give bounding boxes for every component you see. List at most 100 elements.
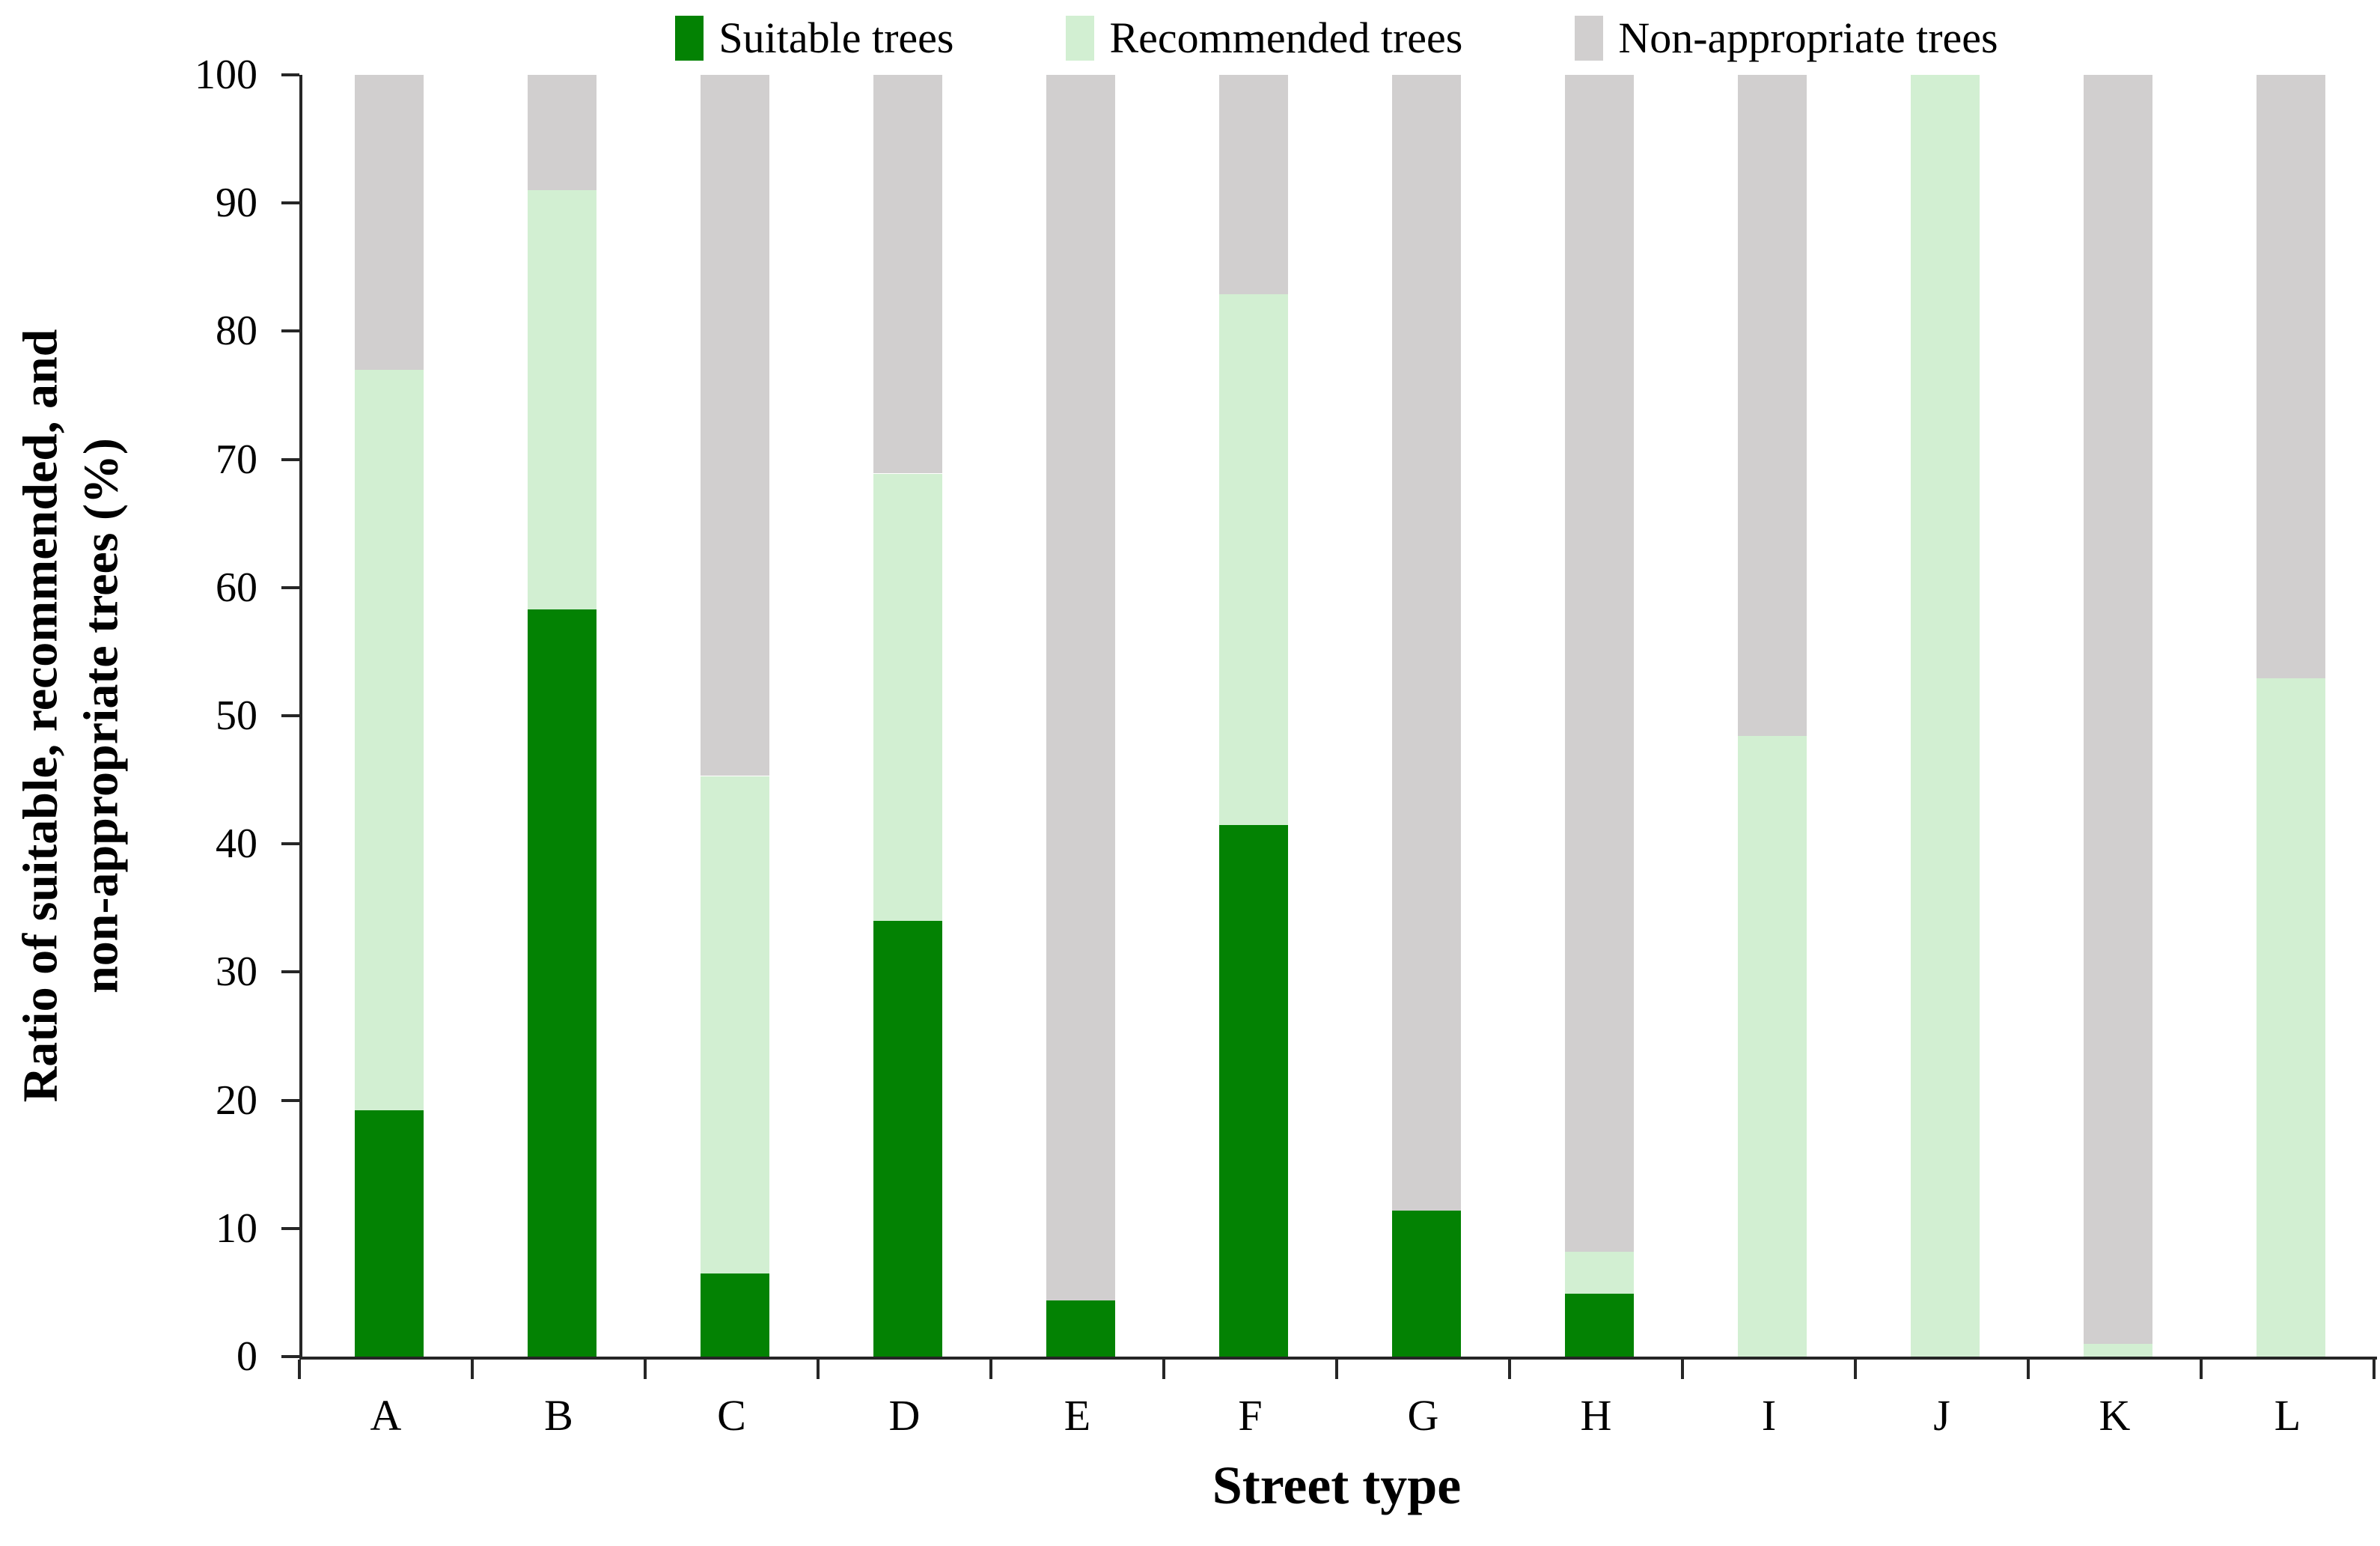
bar-B-segment-non-appropriate-trees: [528, 75, 596, 190]
legend-marker-icon: [1575, 16, 1604, 61]
bar-L-segment-recommended-trees: [2257, 678, 2325, 1357]
category-label-C: C: [717, 1391, 746, 1440]
y-tick-mark: [281, 329, 299, 333]
x-tick-mark: [1508, 1360, 1511, 1379]
bar-F-segment-suitable-trees: [1219, 825, 1288, 1357]
bar-I-segment-non-appropriate-trees: [1738, 75, 1807, 736]
bar-F-segment-non-appropriate-trees: [1219, 75, 1288, 294]
x-tick-mark: [2027, 1360, 2030, 1379]
y-tick-label: 10: [216, 1205, 257, 1252]
bar-G-segment-non-appropriate-trees: [1392, 75, 1461, 1211]
bar-L: [2257, 75, 2325, 1357]
x-tick-mark: [1681, 1360, 1684, 1379]
bar-C-segment-suitable-trees: [701, 1273, 769, 1357]
category-label-D: D: [888, 1391, 921, 1440]
y-tick-label: 100: [195, 52, 257, 98]
bar-G-segment-suitable-trees: [1392, 1211, 1461, 1357]
y-tick-mark: [281, 457, 299, 461]
y-tick-label: 30: [216, 949, 257, 996]
bar-I-segment-recommended-trees: [1738, 736, 1807, 1357]
bar-K-segment-recommended-trees: [2084, 1344, 2152, 1357]
bar-B-segment-suitable-trees: [528, 609, 596, 1357]
x-axis-title: Street type: [1212, 1455, 1462, 1515]
y-tick-label: 20: [216, 1077, 257, 1124]
bar-L-segment-non-appropriate-trees: [2257, 75, 2325, 678]
legend-marker-icon: [675, 16, 704, 61]
bar-K-segment-non-appropriate-trees: [2084, 75, 2152, 1344]
category-label-F: F: [1238, 1391, 1263, 1440]
bar-J: [1911, 75, 1980, 1357]
legend: Suitable trees Recommended trees Non-appro…: [299, 6, 2374, 70]
x-tick-mark: [1162, 1360, 1165, 1379]
x-tick-mark: [817, 1360, 820, 1379]
x-tick-mark: [2373, 1360, 2376, 1379]
legend-item-1: Suitable trees: [675, 16, 953, 61]
y-tick-mark: [281, 1226, 299, 1230]
bar-C-segment-recommended-trees: [701, 776, 769, 1273]
category-label-B: B: [544, 1391, 573, 1440]
bar-J-segment-recommended-trees: [1911, 75, 1980, 1357]
y-tick-mark: [281, 1355, 299, 1358]
category-label-H: H: [1580, 1391, 1612, 1440]
y-tick-mark: [281, 585, 299, 589]
category-label-A: A: [370, 1391, 402, 1440]
bar-B: [528, 75, 596, 1357]
x-tick-mark: [989, 1360, 992, 1379]
legend-label: Suitable trees: [718, 13, 954, 62]
bar-I: [1738, 75, 1807, 1357]
bar-A-segment-recommended-trees: [355, 369, 424, 1110]
bar-H-segment-recommended-trees: [1565, 1252, 1634, 1294]
plot-area: [299, 75, 2377, 1360]
legend-marker-icon: [1066, 16, 1095, 61]
category-label-E: E: [1064, 1391, 1091, 1440]
bar-D: [873, 75, 942, 1357]
x-tick-mark: [644, 1360, 647, 1379]
bar-B-segment-recommended-trees: [528, 190, 596, 609]
bar-C: [701, 75, 769, 1357]
category-label-K: K: [2099, 1391, 2131, 1440]
bar-G: [1392, 75, 1461, 1357]
category-label-G: G: [1407, 1391, 1439, 1440]
bar-H-segment-non-appropriate-trees: [1565, 75, 1634, 1252]
y-tick-mark: [281, 970, 299, 974]
legend-item-3: Non-appropriate trees: [1575, 16, 1998, 61]
category-label-L: L: [2274, 1391, 2301, 1440]
bar-D-segment-recommended-trees: [873, 474, 942, 921]
y-tick-label: 0: [237, 1333, 257, 1380]
category-label-I: I: [1761, 1391, 1777, 1440]
legend-label: Non-appropriate trees: [1618, 13, 1998, 62]
bar-A-segment-suitable-trees: [355, 1110, 424, 1357]
bar-F-segment-recommended-trees: [1219, 294, 1288, 825]
y-tick-mark: [281, 842, 299, 846]
x-tick-mark: [2200, 1360, 2203, 1379]
y-tick-label: 90: [216, 180, 257, 227]
x-tick-mark: [1854, 1360, 1857, 1379]
legend-label: Recommended trees: [1109, 13, 1463, 62]
bar-H-segment-suitable-trees: [1565, 1294, 1634, 1357]
y-tick-mark: [281, 1098, 299, 1102]
y-tick-label: 50: [216, 693, 257, 739]
bar-F: [1219, 75, 1288, 1357]
bar-D-segment-non-appropriate-trees: [873, 75, 942, 473]
y-tick-label: 80: [216, 308, 257, 355]
x-tick-mark: [1335, 1360, 1338, 1379]
y-tick-label: 60: [216, 564, 257, 611]
y-tick-mark: [281, 714, 299, 717]
category-label-J: J: [1933, 1391, 1950, 1440]
y-tick-label: 70: [216, 436, 257, 483]
bar-C-segment-non-appropriate-trees: [701, 75, 769, 776]
legend-item-2: Recommended trees: [1066, 16, 1462, 61]
bar-E-segment-suitable-trees: [1046, 1300, 1115, 1357]
bar-H: [1565, 75, 1634, 1357]
bar-D-segment-suitable-trees: [873, 921, 942, 1357]
y-tick-mark: [281, 201, 299, 205]
bar-A-segment-non-appropriate-trees: [355, 75, 424, 370]
bar-E: [1046, 75, 1115, 1357]
bar-K: [2084, 75, 2152, 1357]
x-tick-mark: [298, 1360, 301, 1379]
y-tick-label: 40: [216, 821, 257, 868]
bar-A: [355, 75, 424, 1357]
bar-E-segment-non-appropriate-trees: [1046, 75, 1115, 1300]
y-tick-mark: [281, 73, 299, 76]
